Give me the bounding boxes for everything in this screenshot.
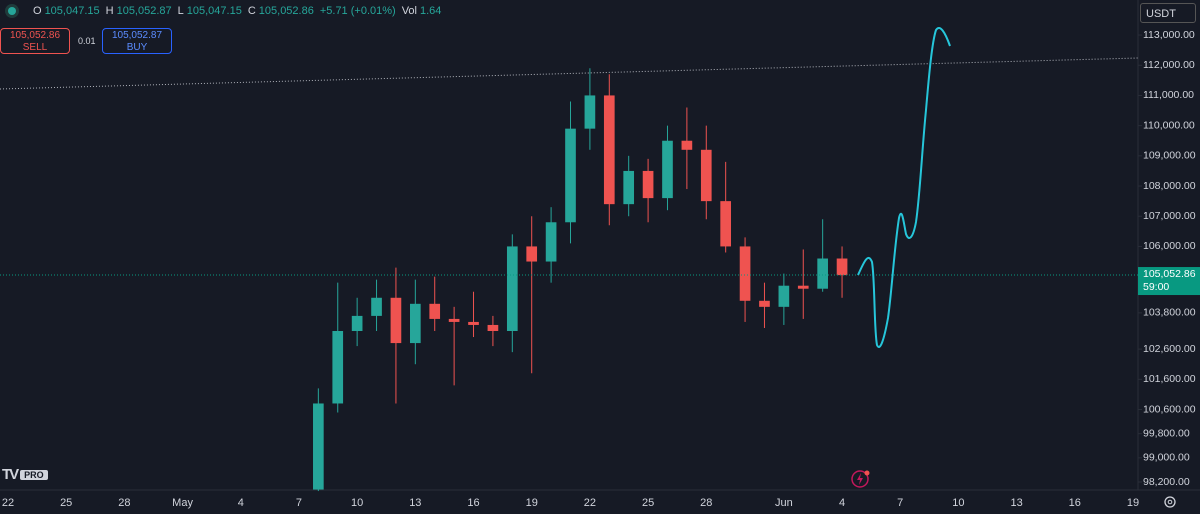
candle-body [506,246,518,331]
x-tick-label: 7 [296,497,302,509]
y-tick-label: 99,000.00 [1143,452,1190,464]
candle-body [332,330,344,404]
candle-body [759,300,770,307]
candle-body [720,201,732,247]
volume-value: 1.64 [419,5,442,17]
x-tick-label: 28 [118,497,130,509]
y-tick-label: 112,000.00 [1143,59,1195,71]
candle-body [623,170,635,205]
candle-body [448,318,460,322]
candle-body [487,324,499,331]
candle-body [565,128,576,223]
sell-button[interactable]: 105,052.86 SELL [0,28,70,54]
logo: TV PRO [2,466,48,483]
x-tick-label: 22 [2,497,14,509]
currency-selector[interactable]: USDT [1140,3,1196,23]
x-tick-label: 13 [409,497,421,509]
candle-body [642,170,654,199]
x-tick-label: Jun [775,497,793,509]
buy-price: 105,052.87 [111,30,163,41]
sell-label: SELL [22,42,48,53]
y-tick-label: 108,000.00 [1143,180,1196,192]
logo-mark: TV [2,466,19,483]
candle-body [351,315,363,331]
candle-body [371,297,382,316]
candle-body [836,258,848,276]
alert-icon [851,470,870,488]
x-tick-label: 25 [60,497,72,509]
ohlc-legend: O 105,047.15 H 105,052.87 L 105,047.15 C 105… [8,5,444,17]
y-tick-label: 101,600.00 [1143,373,1196,385]
candle-body [468,321,479,325]
y-tick-label: 110,000.00 [1143,119,1195,131]
countdown: 59:00 [1143,281,1169,293]
candle-body [681,140,693,150]
y-tick-label: 102,600.00 [1143,343,1196,355]
candle-body [778,285,790,307]
quantity[interactable]: 0.01 [78,36,96,46]
candle-body [817,258,828,289]
buy-label: BUY [126,42,148,53]
volume-label: Vol [401,5,417,17]
ohlc-label: L [177,5,184,17]
y-tick-label: 103,800.00 [1143,307,1196,319]
x-tick-label: 10 [952,497,964,509]
candle-body [603,95,615,205]
last-price-label: 105,052.86 [1143,268,1196,280]
ohlc-label: O [33,5,42,17]
buy-button[interactable]: 105,052.87 BUY [102,28,172,54]
candle-body [313,403,324,490]
ohlc-value: 105,047.15 [44,5,100,17]
y-tick-label: 109,000.00 [1143,150,1196,162]
trend-line [0,57,1139,90]
x-tick-label: 7 [897,497,903,509]
x-tick-label: May [172,497,193,509]
candle-body [409,303,421,344]
y-tick-label: 99,800.00 [1143,427,1190,439]
ohlc-label: C [247,5,256,17]
y-tick-label: 100,600.00 [1143,403,1196,415]
candle-body [429,303,441,319]
logo-badge: PRO [20,469,48,480]
candle-body [739,246,751,301]
ohlc-value: 105,052.87 [116,5,172,17]
y-tick-label: 107,000.00 [1143,210,1196,222]
projection-drawing [857,27,951,348]
settings-icon[interactable] [1164,496,1176,508]
ohlc-value: 105,047.15 [186,5,242,17]
candle-body [390,297,402,344]
candle-body [526,246,538,262]
x-tick-label: 10 [351,497,363,509]
candle-body [545,222,557,262]
y-tick-label: 106,000.00 [1143,240,1196,252]
x-tick-label: 16 [467,497,479,509]
x-tick-label: 16 [1069,497,1081,509]
candle-body [662,140,673,199]
status-dot [8,7,16,15]
candle-body [584,95,596,129]
x-tick-label: 22 [584,497,596,509]
sell-price: 105,052.86 [9,30,61,41]
y-tick-label: 98,200.00 [1143,476,1190,488]
last-price-badge [1138,267,1200,296]
x-tick-label: 19 [1127,497,1139,509]
x-tick-label: 25 [642,497,654,509]
x-tick-label: 19 [526,497,538,509]
y-tick-label: 113,000.00 [1143,29,1195,41]
x-tick-label: 4 [238,497,244,509]
change: +5.71 (+0.01%) [319,5,396,17]
candle-body [700,149,712,202]
ohlc-label: H [105,5,114,17]
x-tick-label: 13 [1010,497,1022,509]
x-tick-label: 4 [839,497,845,509]
y-tick-label: 111,000.00 [1143,89,1194,101]
x-tick-label: 28 [700,497,712,509]
candle-body [797,285,809,289]
ohlc-value: 105,052.86 [258,5,314,17]
